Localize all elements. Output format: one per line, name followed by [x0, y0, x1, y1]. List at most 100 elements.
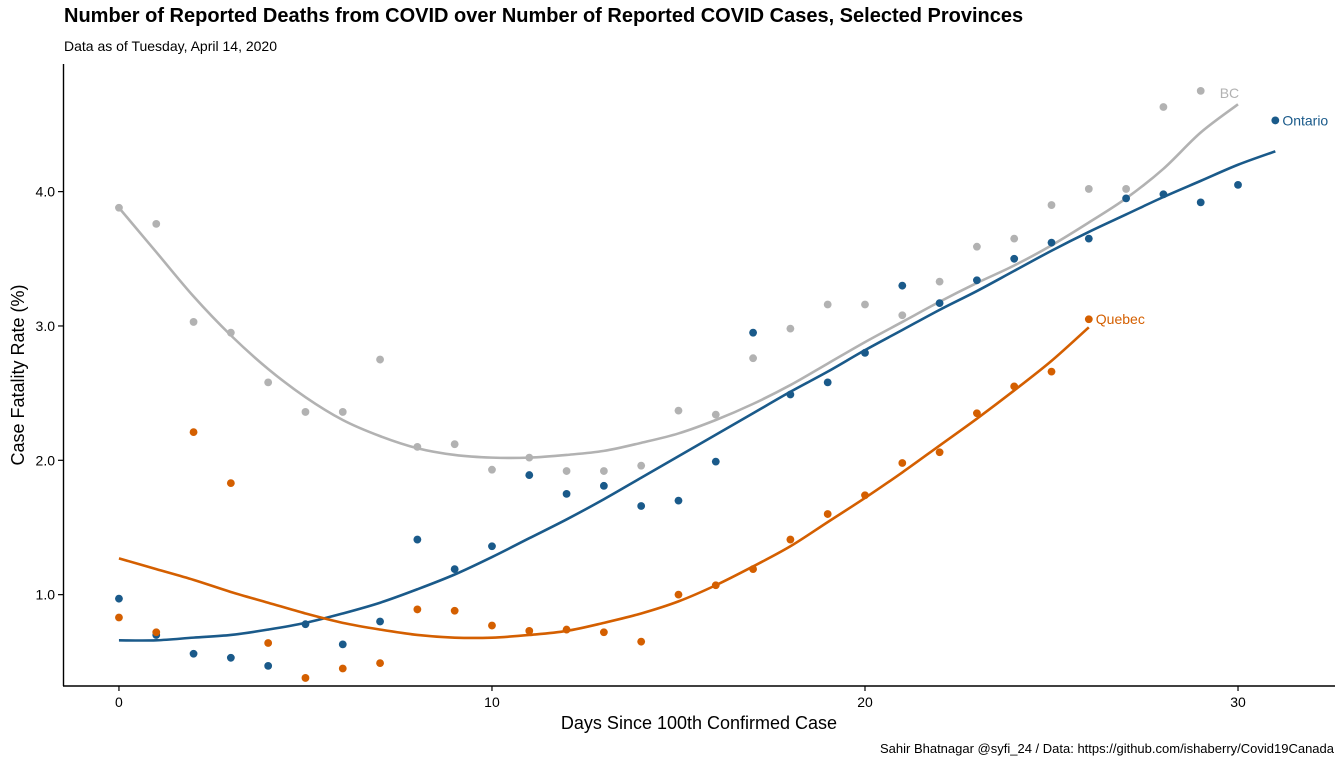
x-tick-label: 0 [115, 694, 123, 710]
bc-point [599, 467, 608, 475]
x-tick-label: 20 [857, 694, 873, 710]
quebec-point [525, 627, 534, 635]
quebec-point [861, 491, 869, 500]
bc-point [301, 408, 310, 416]
y-tick-label: 4.0 [36, 184, 56, 200]
trend-lines [117, 103, 1276, 642]
quebec-point [413, 605, 422, 614]
ontario-point [898, 281, 907, 290]
ontario-point [1010, 254, 1019, 263]
quebec-point [898, 459, 907, 467]
ontario-point [189, 649, 198, 658]
ontario-point [1234, 181, 1242, 189]
ontario-point [226, 653, 235, 662]
bc-point [488, 465, 496, 474]
bc-point [189, 318, 198, 326]
ontario-point [786, 390, 795, 399]
bc-point [413, 442, 422, 451]
ontario-point [1159, 190, 1168, 199]
ontario-point [488, 542, 496, 551]
bc-trend-line [117, 103, 1239, 460]
ontario-point [711, 457, 720, 466]
bc-point [749, 354, 757, 363]
bc-point [823, 300, 832, 309]
bc-point [1159, 103, 1168, 111]
bc-point [525, 453, 534, 462]
chart-subtitle: Data as of Tuesday, April 14, 2020 [64, 38, 277, 54]
bc-point [264, 378, 273, 387]
ontario-point [525, 471, 534, 479]
quebec-series-label: Quebec [1096, 311, 1145, 327]
x-tick-label: 10 [484, 694, 500, 710]
ontario-point [338, 640, 347, 649]
bc-point [935, 277, 944, 286]
bc-point [376, 355, 384, 364]
bc-point [898, 311, 907, 320]
ontario-point [301, 620, 310, 629]
bc-point [338, 408, 347, 416]
bc-point [1122, 185, 1131, 193]
quebec-point [1084, 315, 1093, 324]
ontario-point [450, 565, 459, 574]
bc-point [562, 467, 571, 475]
ontario-point [637, 502, 646, 510]
bc-series-label: BC [1220, 85, 1239, 101]
ontario-trend-line [118, 150, 1276, 642]
y-axis-title: Case Fatality Rate (%) [8, 284, 28, 465]
bc-point [1084, 185, 1093, 193]
ontario-point [562, 489, 571, 498]
quebec-point [152, 628, 161, 637]
bc-point [637, 461, 646, 470]
ontario-point [1084, 234, 1093, 243]
ontario-point [674, 496, 683, 505]
quebec-point [189, 428, 198, 436]
chart-caption: Sahir Bhatnagar @syfi_24 / Data: https:/… [879, 741, 1334, 756]
ontario-series-label: Ontario [1282, 112, 1328, 128]
ontario-point [413, 535, 422, 544]
quebec-point [376, 659, 384, 668]
quebec-point [264, 639, 273, 647]
ticks: 0 10 20 30 1.0 2.0 3.0 4.0 [36, 184, 1246, 710]
quebec-point [711, 581, 720, 590]
quebec-point [115, 613, 123, 622]
ontario-point [376, 617, 384, 626]
quebec-point [226, 479, 235, 488]
ontario-point [264, 661, 273, 670]
bc-point [711, 410, 720, 419]
bc-point [674, 406, 683, 415]
bc-point [1047, 201, 1056, 209]
chart-title: Number of Reported Deaths from COVID ove… [64, 5, 1024, 27]
bc-point [973, 242, 981, 251]
bc-point [786, 324, 795, 333]
ontario-point [935, 299, 944, 308]
bc-point [1010, 234, 1019, 243]
quebec-point [599, 628, 608, 637]
ontario-point [861, 348, 869, 357]
quebec-point [562, 625, 571, 634]
quebec-point [674, 590, 683, 599]
quebec-point [1010, 382, 1019, 391]
ontario-point [1122, 194, 1131, 203]
quebec-point [1047, 367, 1056, 376]
y-tick-label: 1.0 [36, 587, 56, 603]
ontario-point [1271, 116, 1280, 125]
ontario-point [1047, 238, 1056, 247]
ontario-point [749, 328, 757, 337]
quebec-trend-line [118, 326, 1090, 640]
ontario-point [823, 378, 832, 387]
quebec-point [823, 510, 832, 518]
quebec-point [301, 674, 310, 682]
quebec-point [973, 409, 981, 418]
series-labels: BC Ontario Quebec [1096, 85, 1329, 327]
quebec-point [935, 448, 944, 457]
axes [62, 64, 1335, 687]
x-tick-label: 30 [1230, 694, 1246, 710]
bc-point [115, 203, 123, 212]
ontario-point [973, 276, 981, 285]
ontario-point [599, 481, 608, 490]
bc-point [152, 219, 161, 228]
x-axis-title: Days Since 100th Confirmed Case [561, 713, 837, 733]
quebec-point [488, 621, 496, 630]
quebec-point [450, 606, 459, 615]
